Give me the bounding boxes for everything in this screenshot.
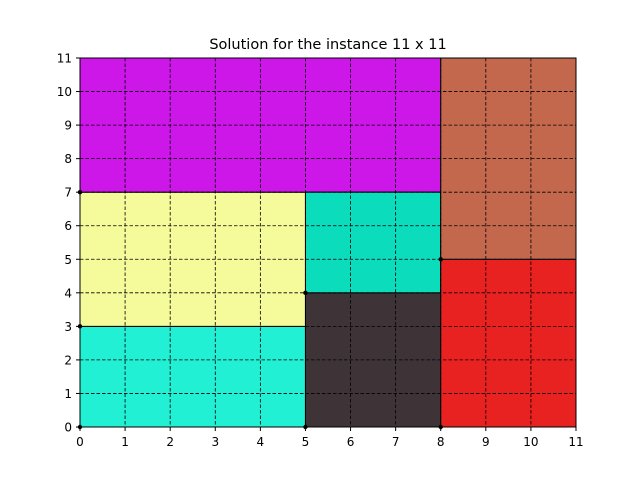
y-tick-label-9: 9	[64, 119, 72, 133]
x-tick-label-9: 9	[482, 435, 490, 449]
x-tick-label-3: 3	[211, 435, 219, 449]
x-tick-label-5: 5	[302, 435, 310, 449]
ticks-layer: 0 1 2 3 4 5 6 7 8 9 10 11 0 1 2 3 4 5 6 7 8 9 10 11	[57, 52, 584, 450]
rectangle-1	[79, 325, 306, 428]
x-tick-label-11: 11	[568, 435, 583, 449]
chart-title: Solution for the instance 11 x 11	[209, 37, 446, 53]
y-tick-label-3: 3	[64, 320, 72, 334]
y-tick-label-1: 1	[64, 387, 72, 401]
rectangles-layer	[79, 57, 577, 428]
x-tick-label-1: 1	[121, 435, 129, 449]
rectangle-6	[440, 258, 577, 428]
x-tick-label-0: 0	[76, 435, 84, 449]
x-tick-label-10: 10	[523, 435, 538, 449]
y-tick-label-2: 2	[64, 353, 72, 367]
origin-marker-7	[438, 257, 443, 262]
y-tick-label-0: 0	[64, 421, 72, 435]
x-tick-label-4: 4	[257, 435, 265, 449]
origin-marker-5	[303, 290, 308, 296]
y-tick-label-5: 5	[64, 253, 72, 267]
x-tick-label-7: 7	[392, 435, 400, 449]
y-tick-label-7: 7	[64, 186, 72, 200]
y-tick-label-11: 11	[57, 52, 72, 66]
x-tick-label-6: 6	[347, 435, 355, 449]
x-tick-label-8: 8	[437, 435, 445, 449]
plot-frame	[79, 57, 577, 428]
rectangle-5	[304, 191, 442, 294]
y-tick-label-6: 6	[64, 219, 72, 233]
y-tick-label-10: 10	[57, 85, 72, 99]
x-tick-label-2: 2	[166, 435, 174, 449]
y-tick-label-4: 4	[64, 286, 72, 300]
y-tick-label-8: 8	[64, 152, 72, 166]
